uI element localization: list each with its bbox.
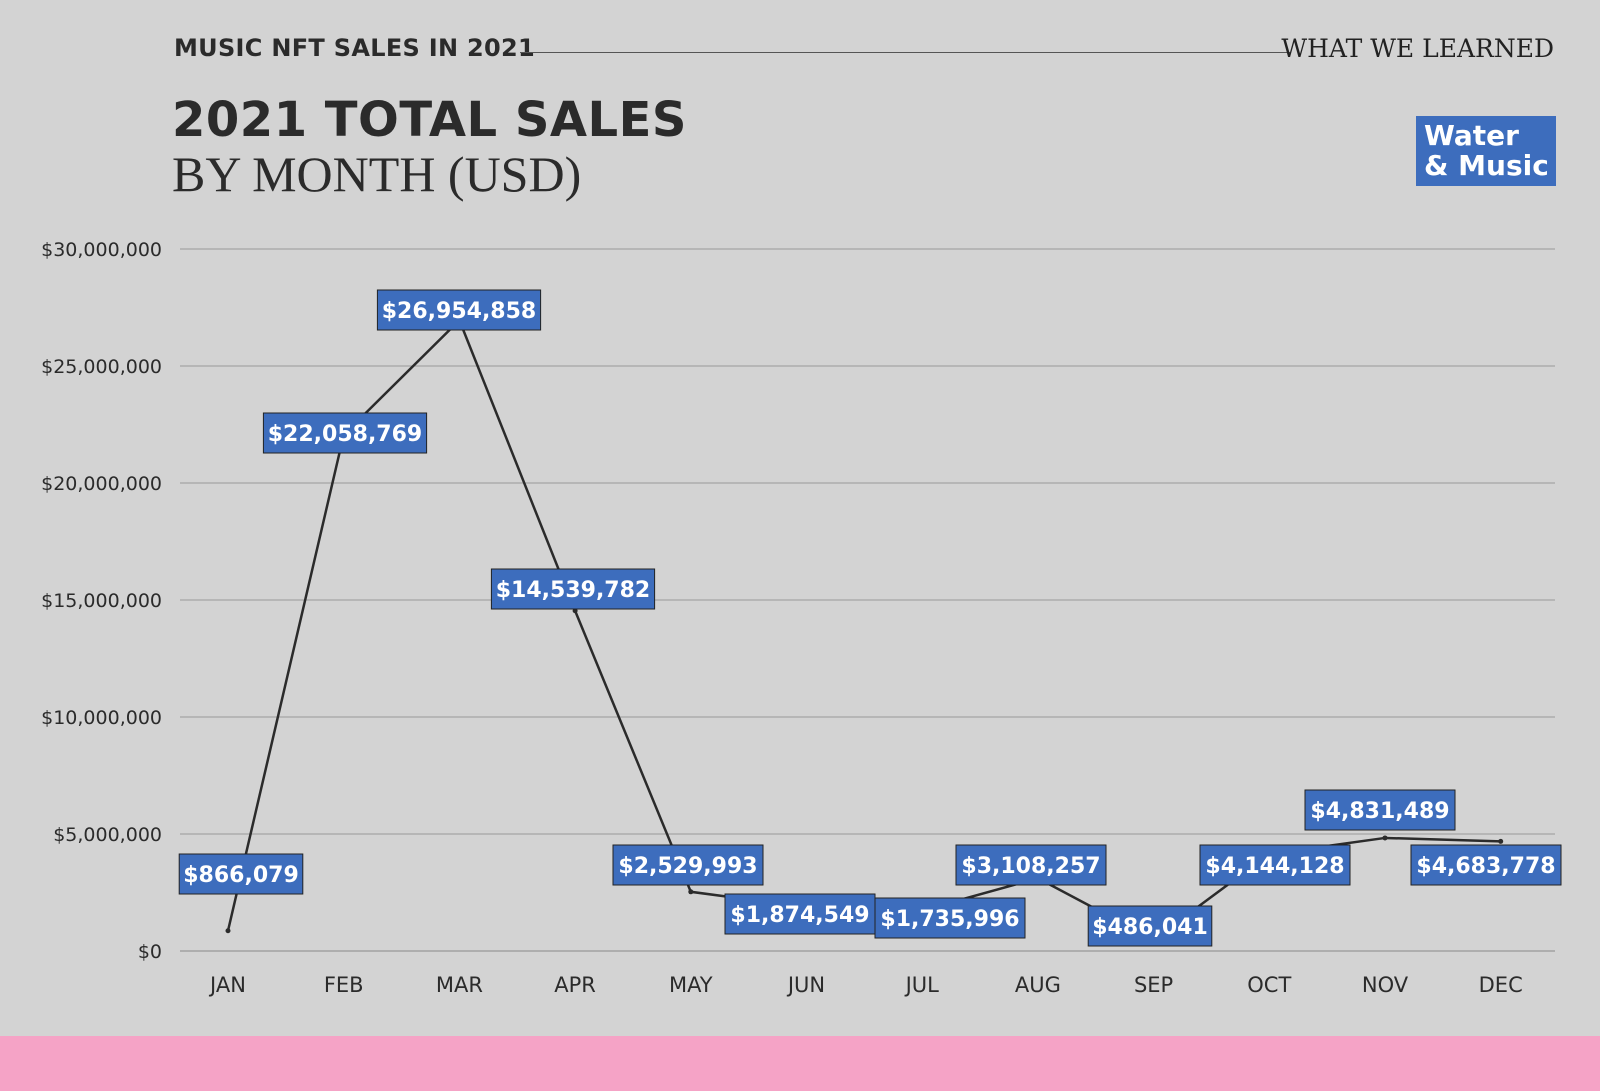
data-label: $4,144,128 xyxy=(1205,854,1344,879)
x-tick-label: FEB xyxy=(324,973,364,997)
data-label: $4,683,778 xyxy=(1416,854,1555,879)
data-point xyxy=(688,889,694,895)
data-label: $486,041 xyxy=(1092,915,1208,940)
x-tick-label: DEC xyxy=(1479,973,1523,997)
chart-subtitle: BY MONTH (USD) xyxy=(172,146,582,202)
what-we-learned-label: WHAT WE LEARNED xyxy=(1281,34,1554,63)
x-tick-label: OCT xyxy=(1247,973,1291,997)
logo-line-2: & Music xyxy=(1424,149,1549,182)
data-label-box xyxy=(612,844,764,886)
data-label: $866,079 xyxy=(183,863,299,888)
data-label-box xyxy=(1087,905,1213,947)
x-tick-label: JUL xyxy=(904,973,940,997)
data-label: $22,058,769 xyxy=(268,422,422,447)
y-tick-label: $20,000,000 xyxy=(41,473,162,495)
chart-title: 2021 TOTAL SALES xyxy=(172,92,687,148)
chart-kicker: MUSIC NFT SALES IN 2021 xyxy=(174,34,536,62)
data-label: $1,735,996 xyxy=(880,907,1019,932)
footer-band xyxy=(0,1036,1600,1091)
data-label-box xyxy=(874,897,1026,939)
x-tick-label: SEP xyxy=(1134,973,1173,997)
data-point xyxy=(572,608,578,614)
data-label: $2,529,993 xyxy=(618,854,757,879)
data-label-box xyxy=(262,412,428,454)
y-tick-label: $25,000,000 xyxy=(41,356,162,378)
line-chart: $0 $5,000,000 $10,000,000 $15,000,000 $20,00… xyxy=(41,239,1562,997)
header-rule xyxy=(520,52,1290,53)
data-label: $3,108,257 xyxy=(961,854,1100,879)
x-tick-label: AUG xyxy=(1015,973,1061,997)
data-label-box xyxy=(490,568,656,610)
data-label-box xyxy=(724,893,876,935)
x-tick-label: MAR xyxy=(436,973,483,997)
data-label-box xyxy=(376,289,542,331)
data-label-box xyxy=(1199,844,1351,886)
x-tick-label: JAN xyxy=(208,973,246,997)
y-tick-label: $5,000,000 xyxy=(53,824,162,846)
logo-line-1: Water xyxy=(1424,119,1519,152)
y-tick-label: $0 xyxy=(138,941,162,963)
y-tick-label: $15,000,000 xyxy=(41,590,162,612)
data-label-box xyxy=(178,853,304,895)
x-tick-label: JUN xyxy=(786,973,825,997)
data-label-box xyxy=(1410,844,1562,886)
data-label-box xyxy=(955,844,1107,886)
data-point xyxy=(1382,835,1388,841)
x-tick-label: NOV xyxy=(1362,973,1409,997)
y-tick-label: $30,000,000 xyxy=(41,239,162,261)
y-tick-label: $10,000,000 xyxy=(41,707,162,729)
water-and-music-logo: Water & Music xyxy=(1416,116,1556,186)
data-label: $26,954,858 xyxy=(382,299,536,324)
data-point xyxy=(225,928,231,934)
data-label: $1,874,549 xyxy=(730,903,869,928)
data-point xyxy=(1498,838,1504,844)
data-label: $14,539,782 xyxy=(496,578,650,603)
x-tick-label: MAY xyxy=(669,973,713,997)
x-tick-label: APR xyxy=(554,973,596,997)
data-label: $4,831,489 xyxy=(1310,799,1449,824)
data-label-box xyxy=(1304,789,1456,831)
